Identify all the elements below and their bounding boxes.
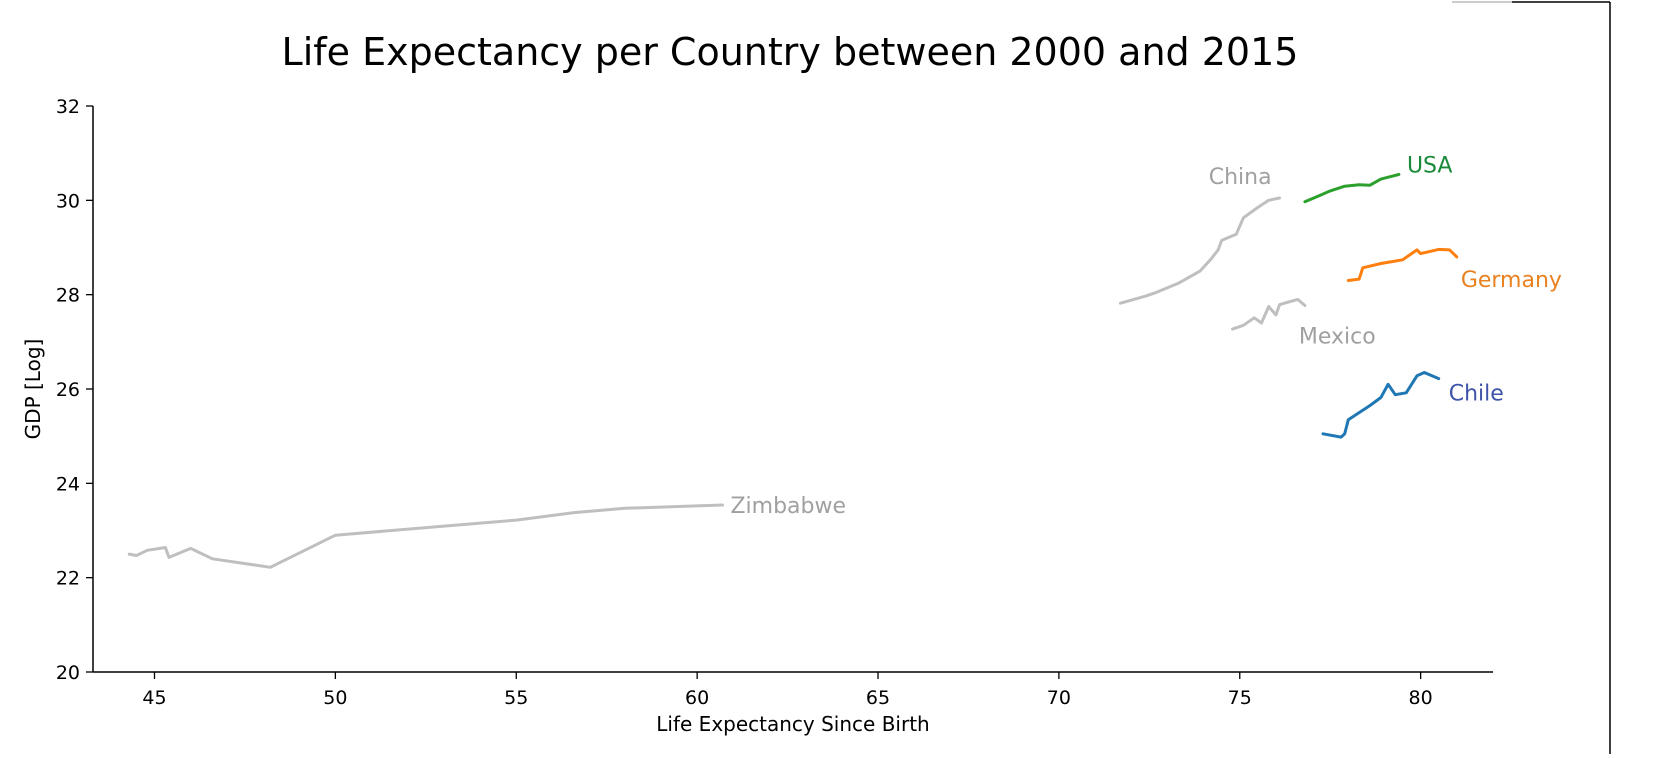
series-label-mexico: Mexico <box>1299 325 1376 350</box>
x-axis-label: Life Expectancy Since Birth <box>656 712 929 736</box>
series-lines <box>127 172 1459 569</box>
series-line-mexico <box>1231 297 1307 331</box>
series-label-usa: USA <box>1407 153 1453 178</box>
x-axis-ticks: 45 50 55 60 65 70 75 80 <box>142 672 1433 709</box>
x-tick-label: 65 <box>866 687 890 709</box>
y-tick-label: 24 <box>56 473 80 495</box>
y-tick-label: 28 <box>56 285 80 307</box>
y-tick-label: 22 <box>56 568 80 590</box>
x-tick-label: 50 <box>323 687 347 709</box>
y-tick-label: 32 <box>56 96 80 118</box>
x-tick-label: 55 <box>504 687 528 709</box>
series-labels: Zimbabwe China USA Germany Mexico Chile <box>730 153 1561 519</box>
x-tick-label: 45 <box>142 687 166 709</box>
figure-frame <box>1452 1 1611 758</box>
axes <box>92 106 1493 673</box>
series-line-usa <box>1303 172 1401 204</box>
series-label-germany: Germany <box>1461 268 1562 293</box>
y-axis-ticks: 20 22 24 26 28 30 32 <box>56 96 93 684</box>
y-tick-label: 30 <box>56 190 80 212</box>
series-line-china <box>1118 196 1282 305</box>
y-axis-label: GDP [Log] <box>21 339 45 440</box>
chart-title: Life Expectancy per Country between 2000… <box>282 30 1299 74</box>
series-label-zimbabwe: Zimbabwe <box>730 494 846 519</box>
y-tick-label: 26 <box>56 379 80 401</box>
series-line-zimbabwe <box>127 503 724 569</box>
series-line-germany <box>1346 247 1459 282</box>
series-line-chile <box>1321 371 1441 439</box>
x-tick-label: 60 <box>685 687 709 709</box>
x-tick-label: 70 <box>1047 687 1071 709</box>
series-label-chile: Chile <box>1449 382 1504 407</box>
x-tick-label: 75 <box>1228 687 1252 709</box>
y-tick-label: 20 <box>56 662 80 684</box>
x-tick-label: 80 <box>1409 687 1433 709</box>
series-label-china: China <box>1209 165 1272 190</box>
